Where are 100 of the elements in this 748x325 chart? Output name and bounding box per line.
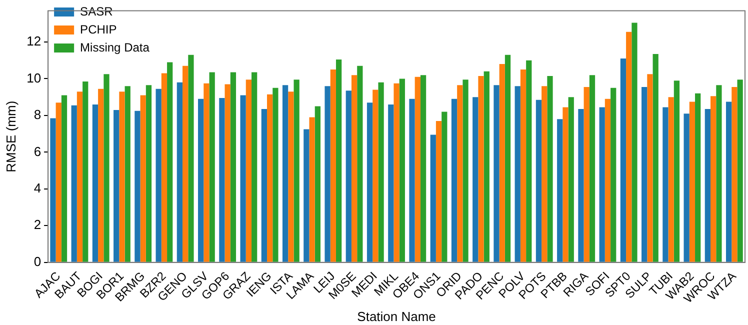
bar	[526, 60, 532, 262]
bar	[451, 98, 458, 262]
bar	[224, 84, 230, 262]
bar	[104, 74, 110, 262]
bar	[119, 92, 125, 262]
bar	[442, 112, 448, 262]
bar	[536, 100, 542, 262]
bar	[632, 22, 638, 262]
bar	[710, 96, 716, 262]
bar	[98, 88, 104, 262]
bar	[309, 117, 315, 262]
bar	[324, 86, 330, 262]
bar	[394, 83, 400, 262]
bar	[388, 104, 394, 262]
bar	[662, 107, 668, 262]
bar	[272, 88, 278, 262]
bar	[695, 93, 701, 262]
bar	[167, 62, 173, 262]
bar	[737, 80, 743, 262]
bar	[542, 86, 548, 262]
bar	[726, 102, 732, 262]
bar	[330, 70, 336, 262]
bar	[642, 87, 648, 262]
bar	[599, 107, 605, 262]
legend-label: Missing Data	[80, 40, 150, 54]
bar	[246, 80, 252, 262]
bar	[304, 129, 310, 262]
bar	[230, 72, 236, 262]
bar	[378, 82, 384, 262]
y-tick-label: 0	[34, 254, 42, 269]
bar	[514, 86, 520, 262]
bar	[314, 106, 320, 262]
bar	[562, 107, 568, 262]
bar	[494, 85, 500, 262]
bar	[620, 58, 626, 262]
bar	[140, 95, 146, 262]
y-axis-title: RMSE (mm)	[3, 100, 18, 172]
y-tick-label: 12	[26, 34, 42, 49]
bar	[430, 134, 436, 262]
y-tick-label: 2	[34, 217, 42, 232]
bar	[50, 118, 56, 262]
bar	[188, 54, 194, 262]
bar	[652, 54, 658, 262]
bar	[82, 81, 88, 262]
bar	[568, 97, 574, 262]
bar	[176, 82, 183, 262]
bar	[604, 98, 611, 262]
bar	[146, 85, 152, 262]
bar	[414, 76, 420, 262]
bar	[732, 87, 738, 262]
bar	[499, 64, 505, 262]
bar	[409, 98, 415, 262]
bar	[71, 105, 77, 262]
bar	[114, 110, 120, 262]
y-tick-label: 8	[34, 107, 42, 122]
bar	[674, 80, 680, 262]
y-tick-label: 10	[26, 70, 42, 86]
bar	[457, 85, 463, 262]
bar	[219, 98, 225, 262]
bar	[209, 72, 215, 262]
bar	[56, 102, 62, 262]
bar	[589, 75, 596, 262]
bar	[252, 72, 258, 262]
bar	[288, 92, 294, 262]
bar	[626, 32, 632, 262]
bar	[504, 54, 511, 262]
bar	[478, 76, 484, 262]
bar	[520, 70, 526, 262]
bar	[204, 83, 210, 262]
bar	[351, 75, 358, 262]
bar	[668, 97, 674, 262]
bar	[267, 94, 273, 262]
bar	[557, 119, 563, 262]
bar	[182, 66, 188, 262]
bar	[684, 114, 690, 262]
bar	[76, 92, 83, 262]
bar	[240, 95, 246, 262]
bar	[61, 95, 68, 262]
bar	[420, 75, 426, 262]
bar	[92, 104, 98, 262]
bar	[399, 78, 405, 262]
bar	[704, 109, 711, 262]
bar	[282, 85, 288, 262]
bar	[436, 120, 442, 262]
bar	[134, 110, 140, 262]
bar	[366, 102, 373, 262]
bar	[124, 86, 130, 262]
bar	[484, 71, 490, 262]
bar	[584, 87, 590, 262]
bar	[689, 102, 696, 262]
bar	[336, 59, 342, 262]
bar	[294, 80, 300, 262]
bar	[716, 85, 722, 262]
y-tick-label: 4	[34, 180, 42, 196]
bar	[472, 97, 478, 262]
bar	[198, 98, 204, 262]
bar	[547, 76, 553, 262]
bar	[372, 90, 378, 262]
bar	[161, 73, 168, 262]
bar	[647, 74, 653, 262]
